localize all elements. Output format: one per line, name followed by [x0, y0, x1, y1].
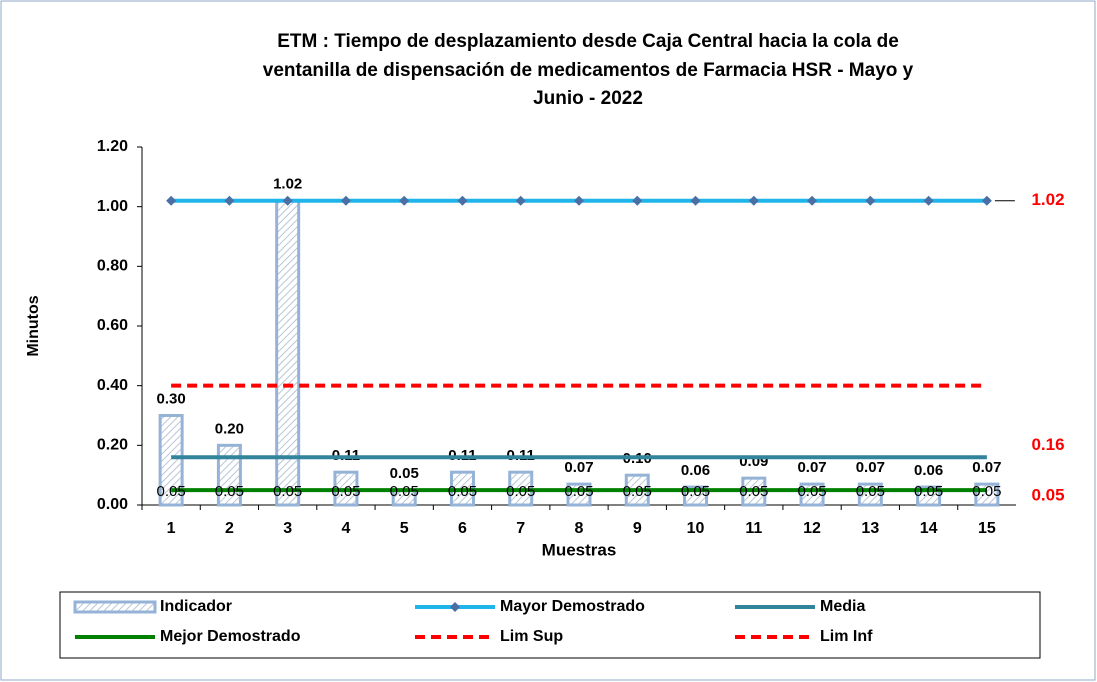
annotation: 0.05 [1031, 486, 1064, 505]
marker [632, 195, 643, 206]
data-label: 0.05 [681, 483, 710, 500]
data-label: 0.05 [157, 483, 186, 500]
legend-label: Media [820, 598, 865, 615]
y-tick-label: 1.00 [97, 198, 128, 215]
x-tick-label: 1 [167, 520, 176, 537]
x-tick-label: 3 [283, 520, 292, 537]
marker [923, 195, 934, 206]
marker [690, 195, 701, 206]
data-label: 0.05 [564, 483, 593, 500]
legend-marker [450, 602, 460, 612]
data-label: 0.05 [448, 483, 477, 500]
marker [865, 195, 876, 206]
x-tick-label: 9 [633, 520, 642, 537]
data-label: 0.05 [506, 483, 535, 500]
x-tick-label: 13 [861, 520, 879, 537]
marker [399, 195, 410, 206]
x-tick-label: 7 [516, 520, 525, 537]
data-label: 0.05 [914, 483, 943, 500]
data-label: 0.07 [797, 459, 826, 476]
marker [282, 195, 293, 206]
legend-label: Mayor Demostrado [500, 598, 645, 615]
y-tick-label: 1.20 [97, 138, 128, 155]
data-label: 0.05 [623, 483, 652, 500]
marker [340, 195, 351, 206]
legend-box [59, 591, 1041, 659]
chart-title: ventanilla de dispensación de medicament… [263, 60, 914, 81]
data-label: 0.06 [914, 462, 943, 479]
y-tick-label: 0.60 [97, 317, 128, 334]
marker [574, 195, 584, 206]
data-label: 0.07 [564, 459, 593, 476]
data-label: 0.05 [390, 483, 419, 500]
legend-label: Lim Sup [500, 628, 563, 645]
legend-label: Indicador [160, 598, 232, 615]
data-label: 0.05 [215, 483, 244, 500]
x-tick-label: 8 [575, 520, 584, 537]
x-tick-label: 6 [458, 520, 467, 537]
marker [166, 195, 177, 206]
data-label: 0.20 [215, 420, 244, 437]
data-label: 0.07 [856, 459, 885, 476]
data-label: 0.07 [972, 459, 1001, 476]
x-tick-label: 11 [745, 520, 762, 537]
data-label: 0.05 [856, 483, 885, 500]
legend-label: Lim Inf [820, 628, 873, 645]
legend-label: Mejor Demostrado [160, 628, 301, 645]
x-tick-label: 5 [400, 520, 409, 537]
x-tick-label: 12 [803, 520, 821, 537]
data-label: 0.05 [797, 483, 826, 500]
marker [224, 195, 235, 206]
bar [275, 199, 301, 507]
x-tick-label: 15 [978, 520, 996, 537]
data-label: 0.05 [739, 483, 768, 500]
marker [981, 195, 992, 206]
legend-swatch [73, 600, 157, 614]
x-tick-label: 4 [341, 520, 350, 537]
x-tick-label: 14 [920, 520, 938, 537]
y-tick-label: 0.20 [97, 437, 128, 454]
x-axis-title: Muestras [542, 540, 617, 559]
bar [158, 414, 184, 507]
data-label: 0.05 [390, 465, 419, 482]
marker [807, 195, 818, 206]
data-label: 0.05 [972, 483, 1001, 500]
annotation: 0.16 [1031, 435, 1064, 454]
data-label: 0.30 [157, 390, 186, 407]
marker [748, 195, 759, 206]
x-tick-label: 2 [225, 520, 234, 537]
y-axis-title: Minutos [25, 295, 42, 356]
chart-title: Junio - 2022 [533, 88, 643, 109]
data-label: 0.06 [681, 462, 710, 479]
x-tick-label: 10 [687, 520, 705, 537]
annotation: 1.02 [1031, 190, 1064, 209]
y-tick-label: 0.40 [97, 377, 128, 394]
y-tick-label: 0.00 [97, 496, 128, 513]
marker [457, 195, 468, 206]
data-label: 1.02 [273, 176, 302, 193]
y-tick-label: 0.80 [97, 258, 128, 275]
marker [515, 195, 526, 206]
data-label: 0.05 [331, 483, 360, 500]
chart-title: ETM : Tiempo de desplazamiento desde Caj… [277, 31, 899, 52]
data-label: 0.05 [273, 483, 302, 500]
